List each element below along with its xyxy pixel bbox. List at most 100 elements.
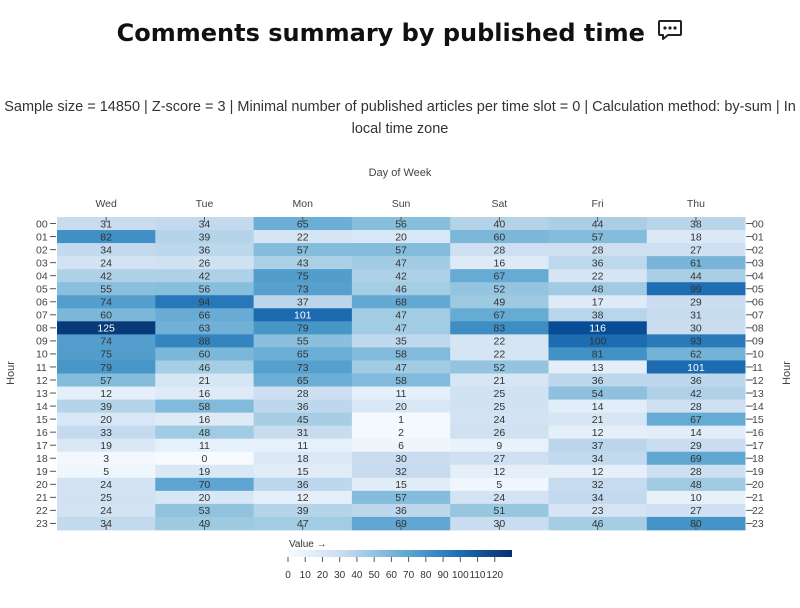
heatmap-cell-label: 1 <box>398 414 404 426</box>
heatmap-cell <box>548 308 648 322</box>
heatmap-cell <box>450 516 549 531</box>
heatmap-cell <box>450 256 549 270</box>
heatmap-cell <box>646 490 746 505</box>
heatmap-cell-label: 26 <box>494 427 506 439</box>
heatmap-cell <box>253 230 353 244</box>
y-tick-label-right: 22 <box>752 505 764 517</box>
heatmap-cell <box>57 425 156 440</box>
heatmap-cell-label: 81 <box>592 349 604 361</box>
heatmap-cell-label: 74 <box>100 297 112 309</box>
heatmap-cell-label: 36 <box>690 375 702 387</box>
heatmap-cell-label: 6 <box>398 440 404 452</box>
heatmap-cell <box>548 230 648 244</box>
heatmap-cell <box>253 217 353 231</box>
chart-title-row: Comments summary by published time <box>0 18 800 47</box>
heatmap-cell-label: 88 <box>199 336 211 348</box>
heatmap-cell <box>548 386 648 400</box>
heatmap-cell-label: 38 <box>690 218 702 230</box>
heatmap-cell-label: 49 <box>199 518 211 530</box>
heatmap-cell-label: 49 <box>494 297 506 309</box>
heatmap-cell-label: 73 <box>297 362 309 374</box>
heatmap-cell-label: 19 <box>100 440 112 452</box>
heatmap-cell <box>351 334 451 348</box>
heatmap-cell-label: 60 <box>100 310 112 322</box>
heatmap-cell-label: 28 <box>690 401 702 413</box>
heatmap-cell <box>646 464 746 479</box>
heatmap-cell <box>155 256 254 270</box>
heatmap-cell <box>155 412 254 427</box>
heatmap-cell-label: 36 <box>592 375 604 387</box>
heatmap-cell-label: 21 <box>592 414 604 426</box>
heatmap-cell-label: 24 <box>100 257 112 269</box>
heatmap-cell <box>450 360 549 374</box>
y-tick-label-left: 14 <box>36 401 48 413</box>
colorbar-tick-label: 60 <box>386 570 398 581</box>
heatmap-cell <box>548 217 648 231</box>
heatmap-cell-label: 2 <box>398 427 404 439</box>
heatmap-cell-label: 20 <box>199 492 211 504</box>
heatmap-cell-label: 47 <box>395 310 407 322</box>
heatmap-cell-label: 48 <box>199 427 211 439</box>
heatmap-cell <box>548 477 648 492</box>
heatmap-cell-label: 27 <box>690 505 702 517</box>
heatmap-cell <box>548 490 648 505</box>
heatmap-cell-label: 16 <box>494 257 506 269</box>
heatmap-cell <box>351 243 451 257</box>
heatmap-cell <box>351 516 451 531</box>
heatmap-cell <box>351 386 451 400</box>
heatmap-cell <box>646 438 746 453</box>
x-tick-label: Sun <box>392 198 411 210</box>
heatmap-cell-label: 30 <box>395 453 407 465</box>
y-tick-label-left: 12 <box>36 375 48 387</box>
y-tick-label-left: 01 <box>36 231 48 243</box>
heatmap-cell-label: 43 <box>297 257 309 269</box>
heatmap-cell-label: 93 <box>690 336 702 348</box>
heatmap-cell-label: 62 <box>690 349 702 361</box>
heatmap-cell-label: 11 <box>199 440 210 452</box>
colorbar-tick-label: 110 <box>470 570 486 581</box>
y-tick-label-left: 13 <box>36 388 48 400</box>
heatmap-cell <box>253 399 353 413</box>
heatmap-cell-label: 39 <box>100 401 112 413</box>
x-tick-label: Thu <box>687 198 705 210</box>
heatmap-cell-label: 67 <box>690 414 702 426</box>
heatmap-cell-label: 28 <box>494 244 506 256</box>
heatmap-cell-label: 79 <box>297 323 309 335</box>
heatmap-cell <box>646 334 746 348</box>
heatmap-cell-label: 51 <box>494 505 506 517</box>
heatmap-cell-label: 54 <box>592 388 604 400</box>
y-tick-label-left: 04 <box>36 270 48 282</box>
heatmap-cell-label: 57 <box>100 375 112 387</box>
heatmap-cell <box>351 399 451 413</box>
heatmap-cell-label: 23 <box>592 505 604 517</box>
heatmap-cell <box>351 230 451 244</box>
heatmap-cell <box>450 464 549 479</box>
heatmap-cell <box>253 347 353 361</box>
heatmap-cell <box>646 451 746 466</box>
x-tick-label: Fri <box>592 198 604 210</box>
heatmap-cell <box>548 269 648 283</box>
heatmap-cell-label: 116 <box>589 323 606 335</box>
heatmap-cell <box>548 425 648 440</box>
heatmap-cell <box>155 503 254 518</box>
y-tick-label-left: 08 <box>36 323 48 335</box>
heatmap-cell <box>253 412 353 427</box>
heatmap-cell-label: 101 <box>294 310 312 322</box>
heatmap-cell <box>253 516 353 531</box>
heatmap-cell-label: 65 <box>297 375 309 387</box>
y-tick-label-right: 19 <box>752 466 764 478</box>
heatmap-cell <box>253 243 353 257</box>
heatmap-cell-label: 48 <box>690 479 702 491</box>
y-tick-label-right: 15 <box>752 414 764 426</box>
heatmap-cell-label: 22 <box>592 270 604 282</box>
heatmap-cell-label: 31 <box>297 427 309 439</box>
colorbar-tick-label: 20 <box>317 570 329 581</box>
heatmap-cell-label: 47 <box>395 257 407 269</box>
heatmap-cell <box>155 243 254 257</box>
heatmap-cell-label: 13 <box>592 362 604 374</box>
heatmap-cell-label: 58 <box>395 375 407 387</box>
y-tick-label-left: 07 <box>36 310 48 322</box>
heatmap-cell <box>57 347 156 361</box>
heatmap-cell-label: 20 <box>395 401 407 413</box>
heatmap-cell <box>351 503 451 518</box>
